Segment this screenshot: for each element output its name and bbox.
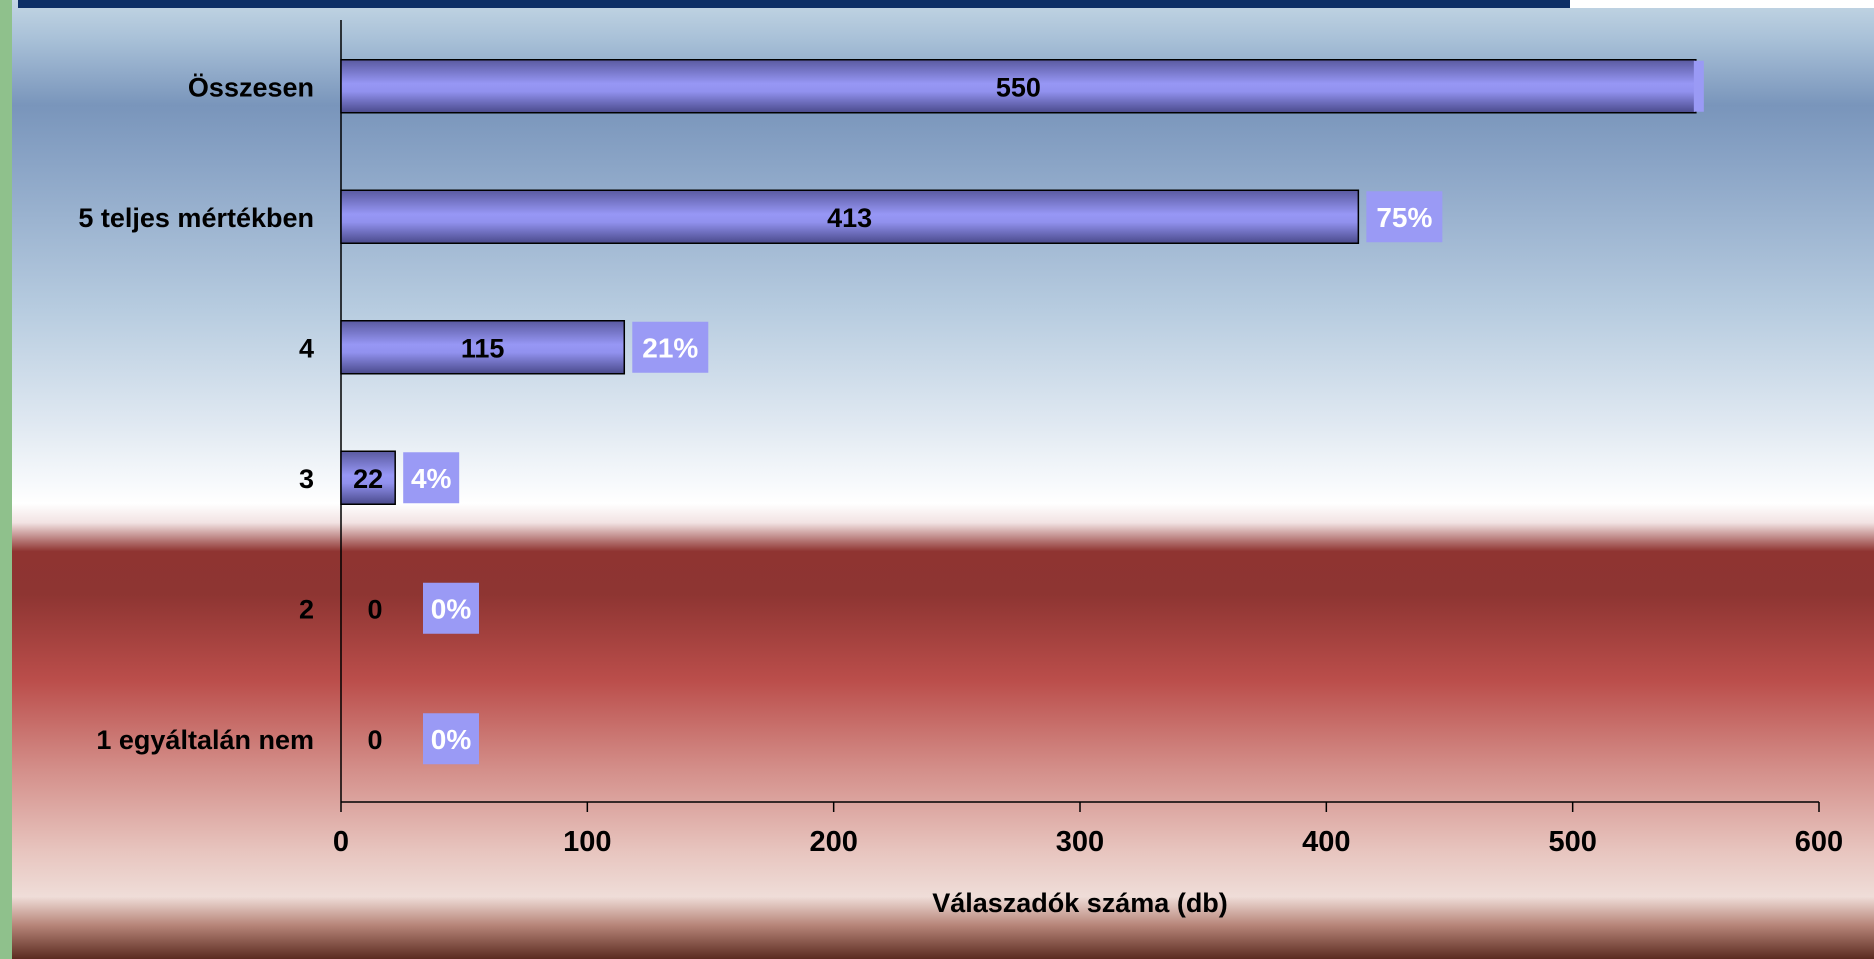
value-label: 413 — [827, 203, 872, 233]
x-tick-label: 600 — [1795, 826, 1843, 858]
value-label: 22 — [353, 464, 383, 494]
category-labels: Összesen 5 teljes mértékben 4 3 2 1 egyáltalá… — [78, 72, 314, 755]
percent-box — [632, 321, 709, 373]
x-tick-label: 0 — [333, 826, 349, 858]
x-tick-label: 500 — [1548, 826, 1596, 858]
percent-label: 75% — [1376, 202, 1432, 233]
bar — [340, 189, 1360, 244]
x-tick-label: 100 — [563, 826, 611, 858]
percent-box — [403, 452, 460, 504]
bar — [340, 320, 626, 375]
value-label: 550 — [996, 72, 1041, 102]
x-axis-title: Válaszadók száma (db) — [932, 888, 1228, 918]
category-label: 4 — [299, 333, 314, 363]
percent-label: 4% — [411, 463, 452, 494]
category-label: 2 — [299, 594, 314, 624]
bars-group: 550 413 75% 115 21% 22 4% 0 0% 0 0% — [340, 59, 1704, 765]
value-label: 0 — [367, 725, 382, 755]
bar — [340, 450, 396, 505]
top-band-right — [1570, 0, 1874, 8]
left-border — [0, 0, 12, 959]
x-ticks: 0 100 200 300 400 500 600 — [333, 802, 1843, 858]
category-label: Összesen — [188, 72, 314, 102]
percent-label: 0% — [431, 724, 472, 755]
category-label: 5 teljes mértékben — [78, 203, 314, 233]
bar-end-highlight — [1693, 60, 1704, 112]
percent-box — [423, 582, 479, 634]
top-band — [18, 0, 1570, 8]
percent-label: 21% — [642, 332, 698, 363]
x-tick-label: 200 — [809, 826, 857, 858]
category-label: 3 — [299, 464, 314, 494]
percent-label: 0% — [431, 593, 472, 624]
bar — [340, 59, 1697, 114]
chart-background — [12, 0, 1874, 959]
percent-box — [423, 713, 479, 765]
category-label: 1 egyáltalán nem — [96, 725, 314, 755]
value-label: 115 — [461, 333, 505, 363]
x-tick-label: 300 — [1056, 826, 1104, 858]
x-tick-label: 400 — [1302, 826, 1350, 858]
value-label: 0 — [367, 594, 382, 624]
percent-box — [1366, 191, 1443, 243]
